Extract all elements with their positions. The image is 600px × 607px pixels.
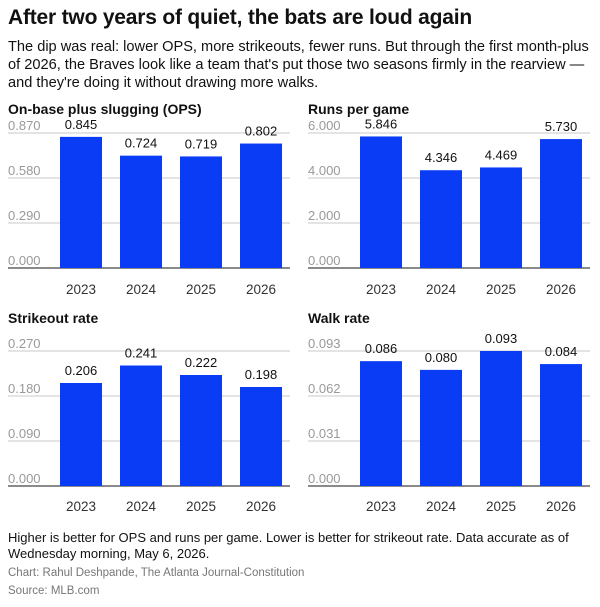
chart-title: After two years of quiet, the bats are l…	[8, 6, 472, 29]
y-tick-label: 0.062	[308, 381, 341, 396]
bar-value-label: 0.080	[425, 350, 458, 365]
y-tick-label: 0.270	[8, 336, 41, 351]
x-tick-label: 2025	[186, 499, 216, 514]
bar-2024	[420, 170, 462, 268]
y-tick-label: 0.000	[8, 471, 41, 486]
bar-2026	[540, 364, 582, 486]
bar-value-label: 0.724	[125, 136, 158, 151]
bar-value-label: 0.198	[245, 367, 278, 382]
bar-2024	[420, 369, 462, 486]
bar-value-label: 0.845	[65, 117, 98, 132]
y-tick-label: 2.000	[308, 208, 341, 223]
x-tick-label: 2026	[546, 499, 576, 514]
data-source: Source: MLB.com	[8, 585, 100, 597]
bar-2024	[120, 155, 162, 268]
bar-2026	[540, 139, 582, 268]
strikeout-panel: Strikeout rate 0.000 0.090 0.180 0.270 0.206…	[8, 310, 290, 514]
bar-2023	[60, 136, 102, 268]
y-tick-label: 0.580	[8, 163, 41, 178]
strikeout-panel-title: Strikeout rate	[8, 310, 99, 326]
x-tick-label: 2024	[126, 499, 157, 514]
bar-2024	[120, 365, 162, 486]
bar-value-label: 0.222	[185, 355, 218, 370]
bar-value-label: 0.241	[125, 346, 158, 361]
bar-value-label: 4.469	[485, 147, 518, 162]
y-tick-label: 0.000	[308, 471, 341, 486]
x-tick-label: 2023	[366, 282, 396, 297]
x-tick-label: 2025	[186, 282, 216, 297]
runs-bar-chart: 0.000 2.000 4.000 6.000 5.846 2023 4.346 2024 4.…	[308, 116, 590, 297]
y-tick-label: 6.000	[308, 118, 341, 133]
bar-2025	[180, 156, 222, 268]
y-tick-label: 0.000	[8, 253, 41, 268]
x-tick-label: 2025	[486, 499, 516, 514]
ops-panel: On-base plus slugging (OPS) 0.000 0.290 0.…	[8, 101, 290, 301]
y-tick-label: 0.180	[8, 381, 41, 396]
y-tick-label: 0.090	[8, 426, 41, 441]
x-tick-label: 2026	[246, 499, 276, 514]
y-tick-label: 0.290	[8, 208, 41, 223]
walk-panel-title: Walk rate	[308, 310, 370, 326]
x-tick-label: 2024	[126, 282, 157, 297]
y-tick-label: 0.093	[308, 336, 341, 351]
walk-panel: Walk rate 0.000 0.031 0.062 0.093 0.086 2023 0…	[308, 310, 590, 514]
bar-value-label: 0.206	[65, 363, 98, 378]
bar-2023	[360, 361, 402, 486]
ops-panel-title: On-base plus slugging (OPS)	[8, 101, 202, 117]
bar-value-label: 5.730	[545, 119, 578, 134]
runs-panel-title: Runs per game	[308, 101, 410, 117]
footnote: Higher is better for OPS and runs per ga…	[8, 530, 569, 561]
bar-2026	[240, 387, 282, 486]
bar-value-label: 4.346	[425, 150, 458, 165]
x-tick-label: 2025	[486, 282, 516, 297]
walk-bar-chart: 0.000 0.031 0.062 0.093 0.086 2023 0.080 2024 0.…	[308, 331, 590, 514]
x-tick-label: 2026	[546, 282, 576, 297]
chart-subtitle: The dip was real: lower OPS, more strike…	[8, 39, 589, 91]
x-tick-label: 2023	[66, 282, 96, 297]
y-tick-label: 0.000	[308, 253, 341, 268]
bar-2025	[480, 351, 522, 486]
bar-value-label: 0.086	[365, 341, 398, 356]
bar-value-label: 0.093	[485, 331, 518, 346]
x-tick-label: 2023	[366, 499, 396, 514]
bar-2025	[180, 375, 222, 486]
bar-value-label: 0.719	[185, 136, 218, 151]
y-tick-label: 0.031	[308, 426, 341, 441]
bar-value-label: 0.084	[545, 344, 578, 359]
bar-value-label: 0.802	[245, 124, 278, 139]
x-tick-label: 2026	[246, 282, 276, 297]
bar-2025	[480, 167, 522, 268]
ops-bar-chart: 0.000 0.290 0.580 0.870 0.845 2023 0.724 2024 0.…	[8, 117, 290, 297]
strikeout-bar-chart: 0.000 0.090 0.180 0.270 0.206 2023 0.241 2024 0.…	[8, 336, 290, 514]
bar-2023	[60, 383, 102, 486]
y-tick-label: 0.870	[8, 118, 41, 133]
bar-value-label: 5.846	[365, 116, 398, 131]
bar-2026	[240, 143, 282, 268]
chart-credit: Chart: Rahul Deshpande, The Atlanta Jour…	[8, 567, 305, 579]
bar-2023	[360, 136, 402, 268]
x-tick-label: 2023	[66, 499, 96, 514]
x-tick-label: 2024	[426, 282, 457, 297]
x-tick-label: 2024	[426, 499, 457, 514]
y-tick-label: 4.000	[308, 163, 341, 178]
runs-panel: Runs per game 0.000 2.000 4.000 6.000 5.846 2…	[308, 101, 590, 301]
